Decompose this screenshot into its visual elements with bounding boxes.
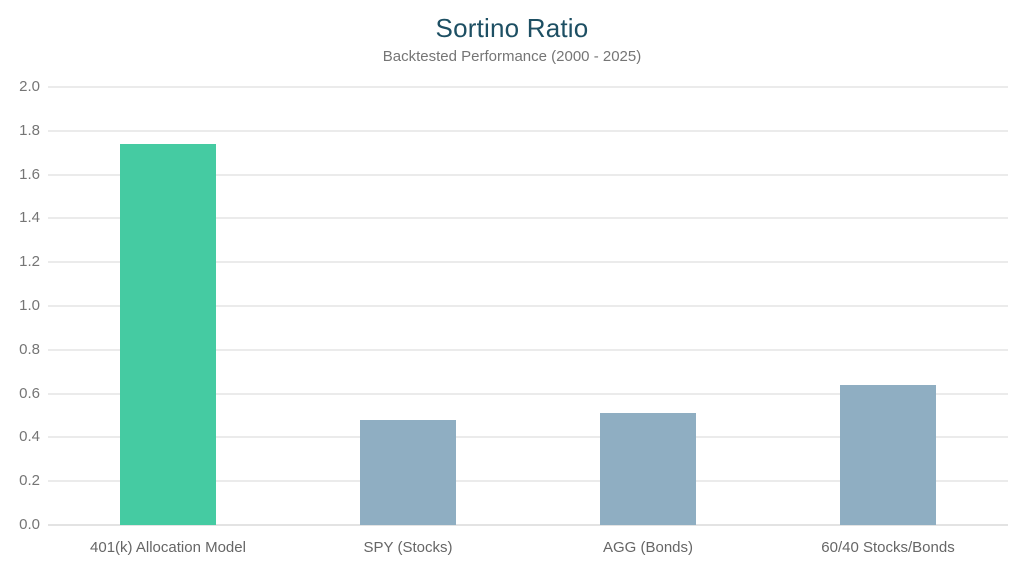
gridline (48, 217, 1008, 220)
gridline (48, 348, 1008, 351)
gridline (48, 261, 1008, 264)
y-axis-tick-label: 2.0 (19, 78, 40, 95)
x-axis-category-label: AGG (Bonds) (602, 539, 694, 556)
gridline (48, 392, 1008, 395)
gridline (48, 436, 1008, 439)
y-axis-tick-label: 0.0 (19, 516, 40, 533)
bar-2 (360, 420, 456, 525)
bar-4 (840, 385, 936, 525)
chart-subtitle: Backtested Performance (2000 - 2025) (382, 48, 642, 65)
bar-1 (120, 144, 216, 525)
y-axis-tick-label: 1.2 (19, 253, 40, 271)
y-axis-tick-label: 0.2 (19, 472, 40, 490)
x-axis-category-label: 401(k) Allocation Model (90, 539, 246, 556)
gridline (48, 129, 1008, 132)
gridline (48, 86, 1008, 88)
x-axis-baseline (48, 524, 1008, 526)
x-axis-category-label: 60/40 Stocks/Bonds (821, 539, 955, 556)
y-axis-tick-label: 0.8 (19, 340, 40, 358)
y-axis-tick-label: 0.4 (19, 428, 40, 446)
x-axis-category-label: SPY (Stocks) (363, 539, 453, 556)
y-axis-tick-label: 0.6 (19, 384, 40, 402)
chart-title: Sortino Ratio (435, 13, 589, 43)
y-axis-tick-label: 1.4 (19, 209, 40, 227)
y-axis-tick-label: 1.8 (19, 121, 40, 139)
y-axis-tick-label: 1.0 (19, 297, 40, 314)
y-axis-tick-label: 1.6 (19, 165, 40, 183)
gridline (48, 173, 1008, 176)
plot-area: 0.0 0.2 0.4 0.6 0.8 1.0 1.2 1.4 1.6 1.8 2.0 401(k) … (19, 78, 1008, 556)
bar-3 (600, 413, 696, 525)
gridline (48, 480, 1008, 483)
gridline (48, 305, 1008, 307)
